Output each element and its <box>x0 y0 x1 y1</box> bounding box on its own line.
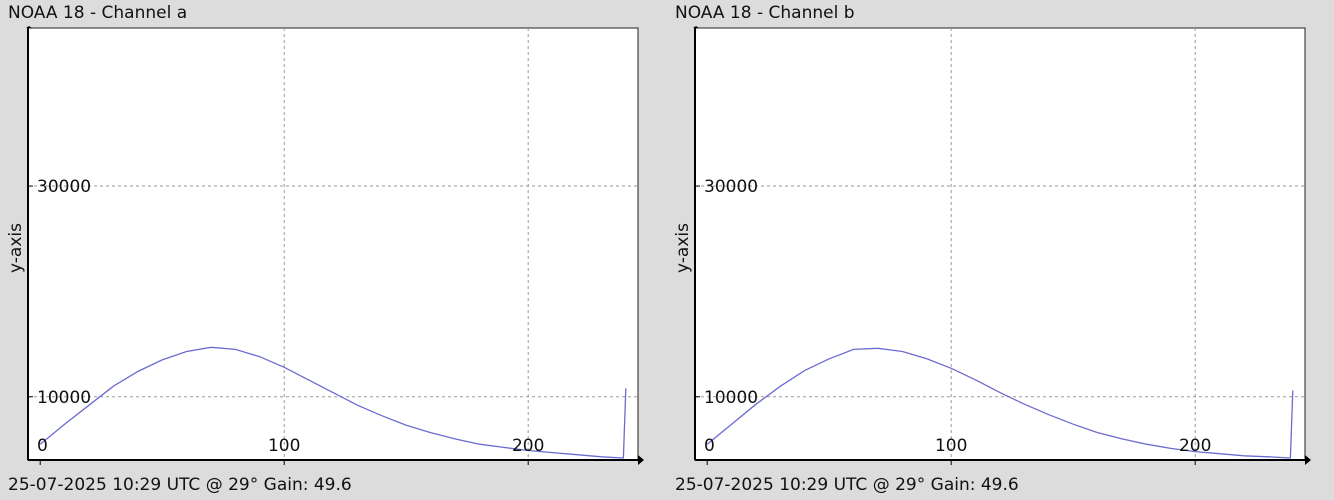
x-axis-arrow <box>638 455 644 465</box>
chart-footer: 25-07-2025 10:29 UTC @ 29° Gain: 49.6 <box>8 475 352 495</box>
chart-svg: 0 100 200 10000 30000 y-axis <box>673 26 1311 465</box>
x-tick-label: 100 <box>935 436 967 456</box>
y-axis-arrow <box>26 26 32 28</box>
y-tick-label: 10000 <box>704 388 758 408</box>
chart-panel-channel-b: NOAA 18 - Channel b 0 100 200 10000 30000 y-a… <box>667 0 1327 500</box>
x-tick-label: 200 <box>1179 436 1211 456</box>
x-tick-label: 0 <box>704 436 715 456</box>
y-axis-title: y-axis <box>6 223 26 273</box>
y-axis-title: y-axis <box>673 223 693 273</box>
chart-footer: 25-07-2025 10:29 UTC @ 29° Gain: 49.6 <box>675 475 1019 495</box>
x-axis-arrow <box>1305 455 1311 465</box>
x-tick-label: 200 <box>512 436 544 456</box>
series-line <box>706 347 1294 459</box>
y-tick-label: 10000 <box>37 388 91 408</box>
chart-title: NOAA 18 - Channel b <box>675 3 855 23</box>
plot-area <box>694 27 1306 461</box>
chart-svg: 0 100 200 10000 30000 y-axis <box>6 26 644 465</box>
chart-panel-channel-a: NOAA 18 - Channel a 0 100 200 10000 30000 y-a… <box>0 0 660 500</box>
x-tick-label: 0 <box>37 436 48 456</box>
y-tick-label: 30000 <box>704 177 758 197</box>
x-tick-label: 100 <box>268 436 300 456</box>
y-tick-label: 30000 <box>37 177 91 197</box>
chart-title: NOAA 18 - Channel a <box>8 3 188 23</box>
plot-area <box>27 27 639 461</box>
series-line <box>39 346 627 459</box>
y-axis-arrow <box>693 26 699 28</box>
